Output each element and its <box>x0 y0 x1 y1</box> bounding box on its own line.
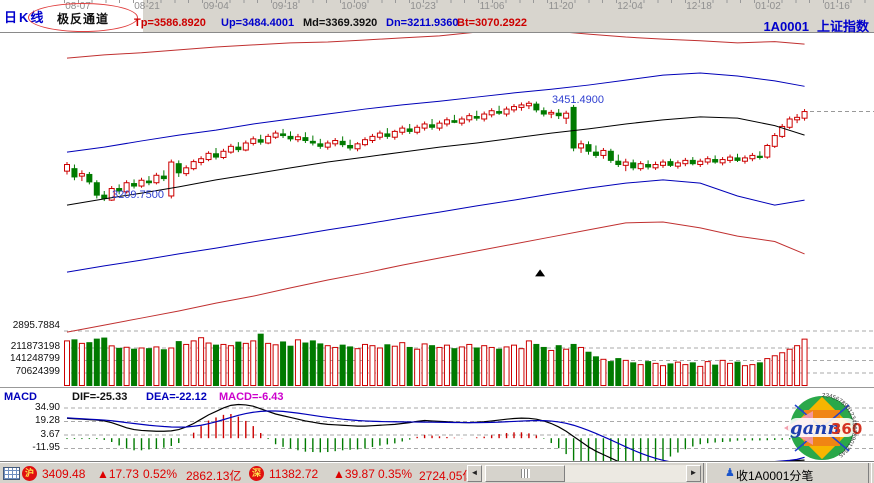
price-axis-label: 2895.7884 <box>12 320 60 331</box>
channel-line-Dn <box>66 179 805 273</box>
sh-index-change: ▲17.73 <box>97 467 139 481</box>
sh-index-amount: 2862.13亿 <box>186 469 242 483</box>
status-bar: 沪 3409.48 ▲17.73 0.52% 2862.13亿 深 11382.… <box>0 462 874 483</box>
date-label: 09-18 <box>272 1 298 12</box>
channel-lines-layer <box>66 33 805 333</box>
logo-text-360: 360 <box>831 420 862 438</box>
sz-index-amount: 2724.05亿 <box>419 469 475 483</box>
annotation-layer <box>535 111 874 277</box>
channel-line-Tp <box>66 33 805 59</box>
gann360-logo: gann 360 234567890123456789012345 <box>784 393 862 460</box>
grid-icon[interactable] <box>3 467 20 480</box>
macd-layer <box>66 403 806 461</box>
macd-panel-title: MACD <box>4 391 37 403</box>
dif-line <box>66 403 805 461</box>
scroll-left-arrow[interactable]: ◄ <box>467 465 482 482</box>
sh-index-percent: 0.52% <box>143 467 178 481</box>
volume-axis-label-1: 211873198 <box>10 341 60 352</box>
statusbar-separator <box>0 461 874 462</box>
date-label: 11-20 <box>548 1 574 12</box>
candle-layer <box>64 101 808 202</box>
person-icon: ♟ <box>725 467 735 479</box>
macd-value-label: MACD=-6.43 <box>219 391 284 403</box>
channel-line-Bt <box>66 221 805 333</box>
date-label: 10-09 <box>341 1 367 12</box>
sz-index-change: ▲39.87 <box>333 467 375 481</box>
date-label: 12-18 <box>686 1 712 12</box>
sh-index-value: 3409.48 <box>42 467 86 481</box>
scroll-right-arrow[interactable]: ► <box>686 465 701 482</box>
high-price-annotation: 3451.4900 <box>552 94 604 106</box>
dif-value-label: DIF=-25.33 <box>72 391 128 403</box>
channel-label: 极反通道 <box>57 12 110 26</box>
thumb-grip <box>520 469 530 478</box>
symbol-name: 上证指数 <box>816 19 869 34</box>
dea-line <box>66 410 805 461</box>
channel-highlight-ellipse <box>28 3 138 32</box>
tick-view-button[interactable]: 收1A0001分笔 <box>736 469 814 483</box>
dea-value-label: DEA=-22.12 <box>146 391 207 403</box>
triangle-marker <box>535 269 546 277</box>
indicator-value: Tp=3586.8920 <box>134 17 206 29</box>
macd-axis-label-4: -11.95 <box>32 442 60 453</box>
low-price-annotation: 3209.7500 <box>112 189 164 201</box>
date-label: 11-06 <box>479 1 505 12</box>
sz-index-value: 11382.72 <box>269 467 319 481</box>
chart-canvas[interactable] <box>0 33 874 461</box>
macd-axis-label-3: 3.67 <box>40 429 60 440</box>
date-label: 01-16 <box>824 1 850 12</box>
symbol-code: 1A0001 <box>763 19 809 34</box>
volume-layer <box>64 333 808 387</box>
date-label: 08-21 <box>134 1 160 12</box>
indicator-value: Dn=3211.9360 <box>386 17 459 29</box>
shanghai-exchange-icon[interactable]: 沪 <box>22 466 37 481</box>
channel-line-Up <box>66 72 805 153</box>
sz-index-percent: 0.35% <box>378 467 413 481</box>
indicator-value: Up=3484.4001 <box>221 17 295 29</box>
macd-axis-label-1: 34.90 <box>34 402 60 413</box>
date-label: 09-04 <box>203 1 229 12</box>
logo-text-gann: gann <box>790 418 840 439</box>
date-axis-ticks <box>64 0 874 3</box>
channel-line-Md <box>66 116 805 206</box>
scrollbar-thumb[interactable] <box>485 465 565 482</box>
statusbar-divider <box>703 463 707 483</box>
shenzhen-exchange-icon[interactable]: 深 <box>249 466 264 481</box>
indicator-value: Md=3369.3920 <box>303 17 378 29</box>
horizontal-scrollbar[interactable]: ◄ ► <box>467 465 701 482</box>
volume-axis-label-3: 70624399 <box>15 366 61 377</box>
statusbar-divider-right <box>868 463 872 483</box>
macd-axis-label-2: 19.28 <box>34 415 60 426</box>
date-label: 10-23 <box>410 1 436 12</box>
date-label: 01-02 <box>755 1 781 12</box>
date-label: 12-04 <box>617 1 643 12</box>
volume-axis-label-2: 141248799 <box>9 353 60 364</box>
symbol-title: 1A0001 上证指数 <box>763 16 869 35</box>
top-bar: 日K线 08-07 08-21 09-04 09-18 10-09 10-23 11-06 1… <box>0 0 874 35</box>
indicator-value: Bt=3070.2922 <box>457 17 528 29</box>
